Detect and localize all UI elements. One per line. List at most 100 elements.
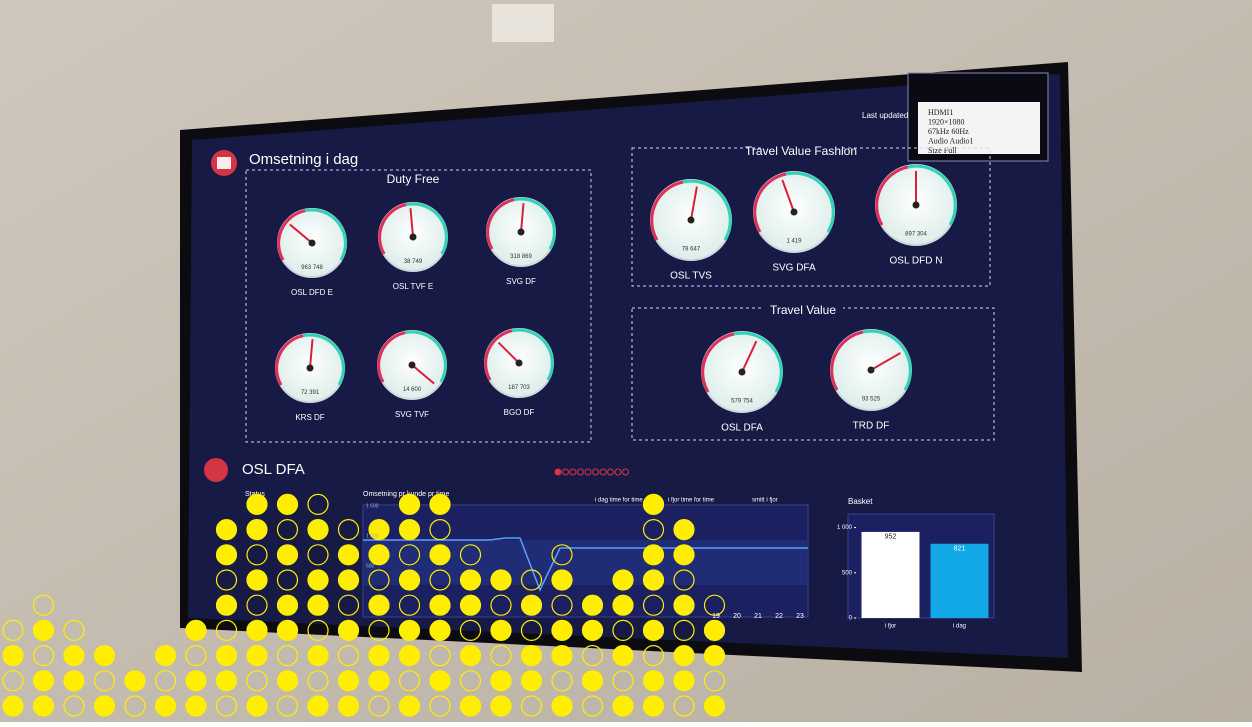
pager-dot [599,468,607,476]
yellow-dot [63,695,85,717]
yellow-dot [703,644,726,667]
gauge-arc-red [701,332,735,393]
yellow-dot [368,594,390,616]
yellow-dot [703,695,726,717]
pager-dot [622,468,629,476]
yellow-dot [276,518,299,541]
yellow-dot [276,569,299,591]
yellow-dot [612,695,634,717]
yellow-dot [337,569,360,591]
yellow-dot [703,619,726,642]
yellow-dot [215,644,238,667]
yellow-dot [398,619,421,642]
yellow-dot [276,493,299,515]
line-today [363,537,808,592]
gauge-hub [515,359,523,367]
yellow-dot [429,670,451,692]
yellow-dot [429,594,451,616]
yellow-dot [642,544,665,566]
yellow-dot [673,569,695,591]
yellow-dot [337,594,360,616]
yellow-dot [124,695,146,717]
x-tick-label: i dag [953,624,966,630]
y-tick-label: 1 500 [366,503,379,509]
yellow-dot [398,518,421,541]
gauge-hub [409,233,417,241]
yellow-dot [93,644,116,667]
yellow-dot [63,670,85,692]
yellow-dot [612,594,634,616]
yellow-dot [215,569,238,591]
yellow-dot [337,619,360,642]
gauge-arc-green [404,330,447,383]
yellow-dot [246,644,268,667]
gauge-needle [309,339,314,369]
yellow-dot [520,644,543,667]
yellow-dot [429,644,451,667]
last-updated: Last updated [862,111,908,120]
x-tick-label: 21 [754,613,762,620]
yellow-dot [368,670,390,692]
panel-title-bg [761,144,841,160]
yellow-dot [520,619,543,642]
gauge-arc-red [650,180,684,241]
yellow-dot [2,644,24,667]
yellow-dot [642,569,665,591]
legend-entry: i fjor time for time [668,498,715,504]
yellow-dot [32,594,55,616]
yellow-dot [673,644,695,667]
y-tick-label: 500 [842,570,853,576]
gauge-arc-red [830,330,864,391]
yellow-dot [246,619,268,642]
yellow-dot [612,619,634,642]
yellow-dot [642,518,665,541]
yellow-dot [459,619,482,642]
gauge-arc-red [486,198,515,250]
header-icon-glyph [217,157,231,169]
gauge-hub [687,216,695,224]
legend-entry: smitt i fjor [752,498,778,504]
yellow-dot [642,493,665,515]
yellow-dot [185,670,207,692]
section-title: OSL DFA [242,461,305,478]
gauge-needle [497,341,520,364]
gauge-value: 187 703 [508,385,530,391]
yellow-dot [185,619,207,642]
gauge-label: OSL DFA [721,423,763,434]
yellow-dot [307,619,329,642]
gauge-label: BGO DF [504,408,535,417]
gauge-hub [738,368,746,376]
yellow-dot [642,594,665,616]
yellow-dot [276,544,299,566]
yellow-dot [307,518,329,541]
yellow-dot [520,670,543,692]
gauge-value: 1 419 [786,238,802,244]
x-tick-label: 22 [775,613,783,620]
yellow-dot [276,594,299,616]
yellow-dot [551,544,573,566]
yellow-dot [154,670,177,692]
gauge-label: SVG TVF [395,410,429,419]
gauge-arc-red [275,334,304,386]
yellow-dot [490,644,512,667]
gauge-value: 14 600 [403,387,422,393]
gauge-hub [517,228,525,236]
bar [930,543,989,618]
yellow-dot [551,670,573,692]
gauge-needle [741,340,758,373]
yellow-dot [32,619,55,642]
pager-dot [562,468,569,476]
yellow-dot [490,619,512,642]
gauge-arc-red [875,165,909,226]
yellow-dot [337,670,360,692]
panel-title-bg [373,172,453,188]
hdmi-line: Size Full [928,146,957,155]
yellow-dot [398,644,421,667]
panel-frame [245,169,592,443]
value-label: 952 [885,534,897,541]
yellow-dot [246,569,268,591]
gauge-value: 72 391 [301,390,320,396]
gauge-hub [912,201,920,209]
